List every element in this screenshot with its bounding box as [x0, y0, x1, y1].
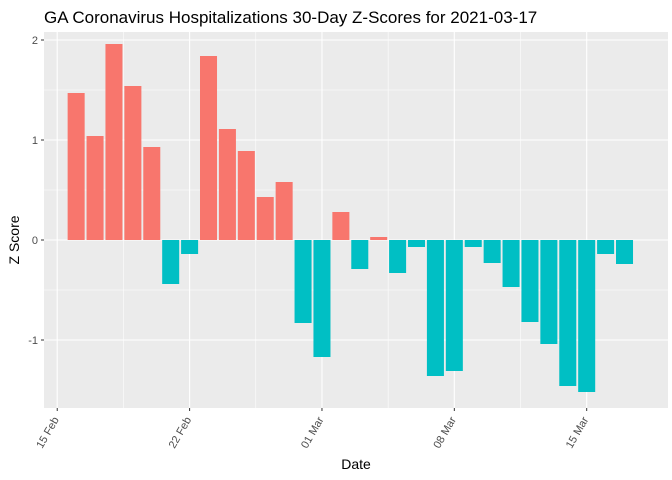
- bar-2021-02-23: [200, 56, 218, 240]
- bar-2021-02-18: [105, 44, 123, 240]
- bar-2021-03-09: [464, 240, 482, 247]
- bar-2021-03-11: [502, 240, 520, 287]
- bar-2021-02-25: [237, 151, 255, 240]
- x-axis-ticks: 15 Feb 22 Feb 01 Mar 08 Mar 15 Mar: [34, 408, 591, 451]
- chart-title: GA Coronavirus Hospitalizations 30-Day Z…: [44, 8, 537, 27]
- bar-2021-03-02: [332, 212, 350, 240]
- x-axis-label: Date: [341, 456, 371, 472]
- bar-2021-03-14: [559, 240, 577, 386]
- bar-2021-03-08: [445, 240, 463, 371]
- bar-2021-03-06: [408, 240, 426, 247]
- bar-2021-03-12: [521, 240, 539, 322]
- x-tick-label: 01 Mar: [299, 415, 327, 451]
- y-axis-label: Z Score: [6, 215, 22, 264]
- bar-2021-02-28: [294, 240, 312, 323]
- x-tick-label: 15 Feb: [34, 415, 62, 451]
- bar-2021-02-16: [67, 93, 85, 240]
- y-tick-label: -1: [28, 335, 38, 347]
- bar-2021-02-20: [143, 147, 161, 240]
- bar-2021-03-15: [578, 240, 596, 392]
- bar-2021-02-27: [275, 182, 293, 240]
- bar-2021-03-07: [426, 240, 444, 376]
- bar-2021-02-22: [181, 240, 199, 254]
- bar-2021-02-21: [162, 240, 180, 284]
- y-tick-label: 0: [32, 235, 38, 247]
- bar-2021-02-17: [86, 136, 104, 240]
- bar-2021-03-16: [597, 240, 615, 254]
- bar-2021-03-10: [483, 240, 501, 263]
- y-tick-label: 2: [32, 35, 38, 47]
- bar-2021-03-05: [389, 240, 407, 273]
- bar-2021-02-24: [218, 129, 236, 240]
- y-axis-ticks: -1 0 1 2: [28, 35, 44, 347]
- bars: [67, 44, 634, 392]
- bar-2021-02-19: [124, 86, 142, 240]
- bar-2021-02-26: [256, 197, 274, 240]
- bar-2021-03-13: [540, 240, 558, 344]
- y-tick-label: 1: [32, 135, 38, 147]
- bar-2021-03-04: [370, 237, 388, 240]
- x-tick-label: 08 Mar: [431, 415, 459, 451]
- bar-2021-03-17: [616, 240, 634, 264]
- bar-2021-03-03: [351, 240, 369, 269]
- x-tick-label: 22 Feb: [167, 415, 195, 451]
- bar-2021-03-01: [313, 240, 331, 357]
- x-tick-label: 15 Mar: [564, 415, 592, 451]
